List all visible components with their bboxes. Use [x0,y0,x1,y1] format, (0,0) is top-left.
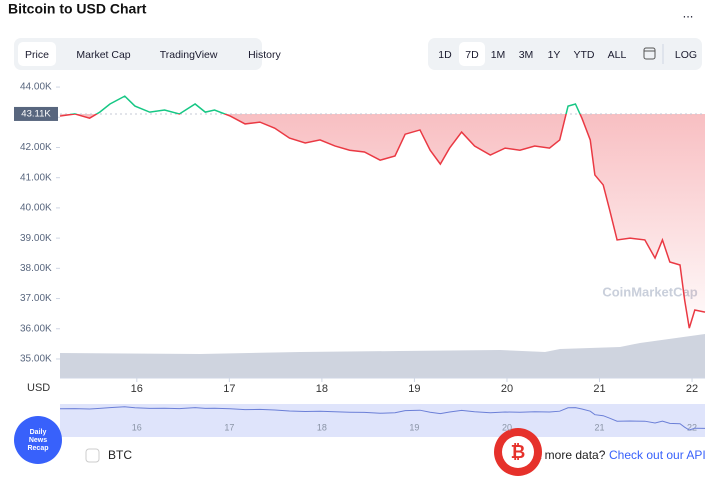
below-area [60,113,705,329]
y-tick-label: 44.00K [20,82,52,93]
volume-area [60,334,705,378]
tab[interactable]: Market Cap [76,49,130,61]
more-data: t more data? [538,448,606,462]
navigator-tick-label: 17 [224,422,234,432]
navigator-tick-label: 16 [132,422,142,432]
x-tick-label: 18 [316,383,328,395]
navigator-tick-label: 22 [687,422,697,432]
y-tick-label: 36.00K [20,323,52,334]
calendar-icon[interactable] [643,47,656,60]
range-active [459,42,485,66]
x-tick-label: 16 [131,383,143,395]
range-button[interactable]: 1Y [548,49,561,61]
navigator-line [59,406,706,431]
menu[interactable]: ... [683,5,694,20]
y-axis-label: USD [27,382,50,394]
y-tick-label: 35.00K [20,354,52,365]
x-tick-label: 20 [501,383,513,395]
range-button[interactable]: YTD [574,49,595,61]
svg-text:₿: ₿ [511,442,526,462]
watermark: CoinMarketCap [602,284,697,299]
y-tick-label: 40.00K [20,203,52,214]
x-tick-label: 21 [593,383,605,395]
y-tick-label: 37.00K [20,293,52,304]
y-tick-label: 41.00K [20,172,52,183]
reference-label: 43.11K [21,108,51,119]
checkbox[interactable] [85,448,100,463]
range-button[interactable]: 3M [519,49,534,61]
x-tick-label: 19 [408,383,420,395]
navigator-tick-label: 21 [594,422,604,432]
tab-bar [14,38,262,70]
range-button[interactable]: 7D [465,49,479,61]
range-button[interactable]: 1D [438,49,452,61]
checkbox-label: BTC [108,448,132,462]
reference-tag [14,106,58,121]
navigator[interactable] [60,404,705,437]
tab[interactable]: History [248,49,281,61]
tab-active [18,42,56,66]
navigator-tick-label: 19 [409,422,419,432]
x-tick-label: 17 [223,383,235,395]
navigator-tick-label: 18 [317,422,327,432]
btc-logo: ₿ [494,428,542,476]
range-bar [428,38,702,70]
title: Bitcoin to USD Chart [8,1,147,17]
api-link[interactable]: Check out our API [609,448,706,462]
badge-text: Recap [27,445,48,452]
range-button[interactable]: ALL [608,49,627,61]
x-tick-label: 22 [686,383,698,395]
badge-text: News [29,437,47,444]
y-tick-label: 42.00K [20,142,52,153]
news-badge[interactable]: Daily News Recap [14,416,62,464]
tab[interactable]: Price [25,49,49,61]
log-button[interactable]: LOG [675,49,697,61]
range-button[interactable]: 1M [491,49,506,61]
price-line [59,95,706,329]
navigator-tick-label: 20 [502,422,512,432]
badge-text: Daily [30,429,47,436]
y-tick-label: 39.00K [20,233,52,244]
tab[interactable]: TradingView [160,49,218,61]
y-tick-label: 38.00K [20,263,52,274]
